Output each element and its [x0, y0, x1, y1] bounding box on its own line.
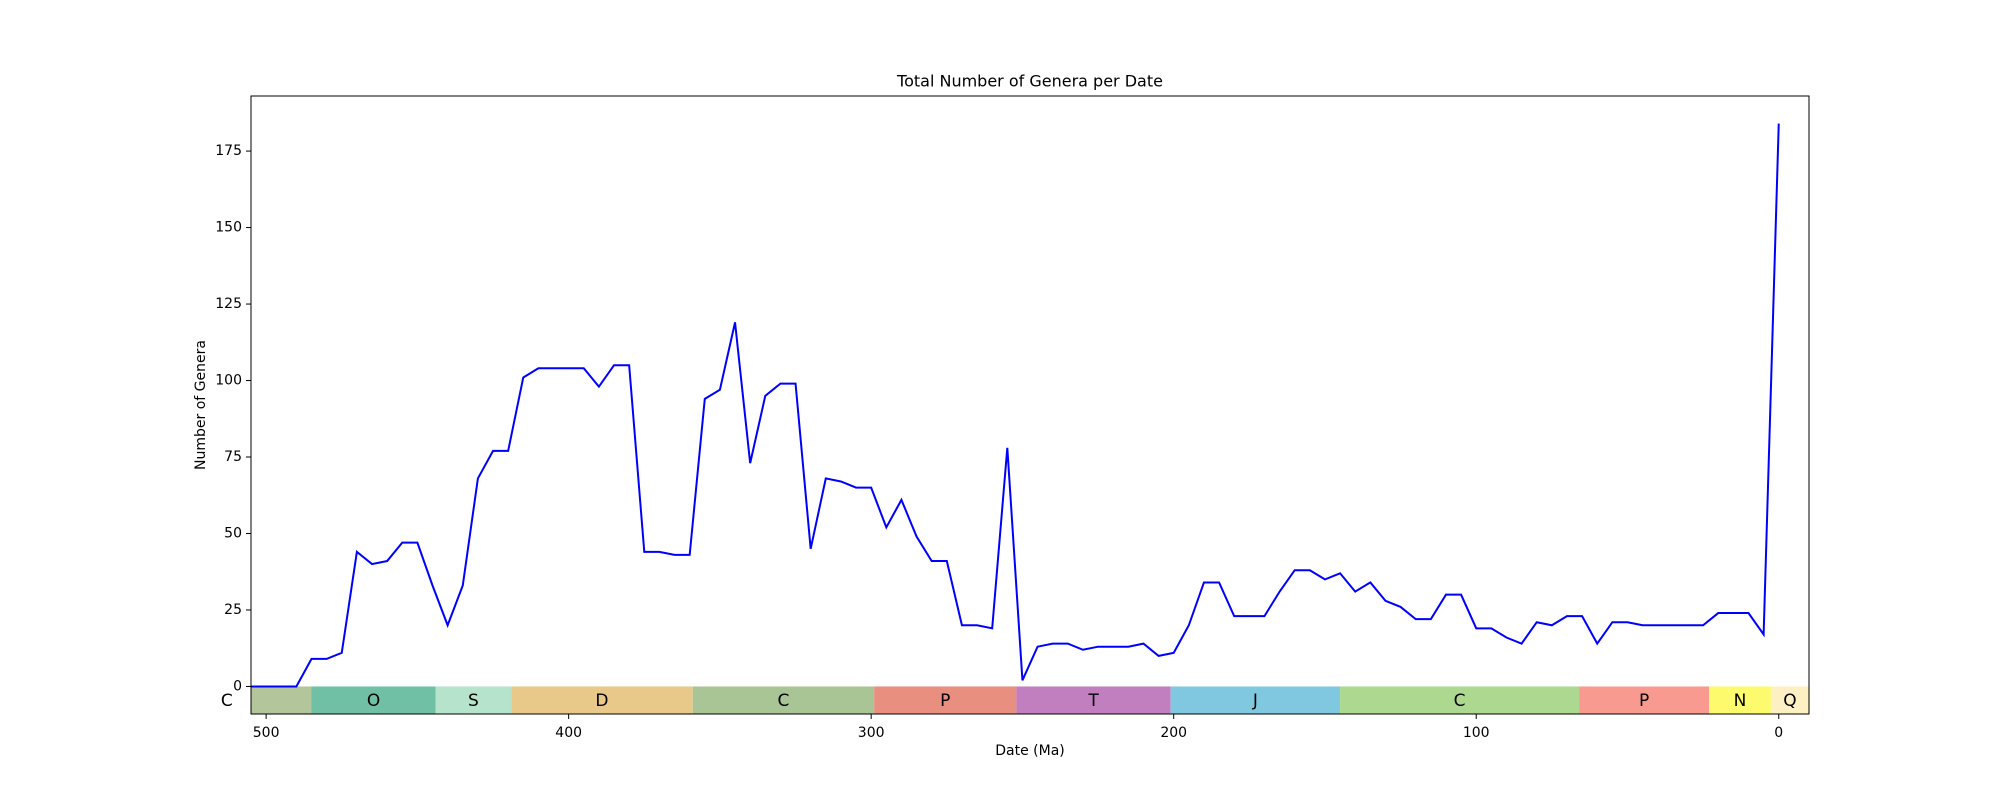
- period-band: [511, 686, 693, 714]
- chart-title: Total Number of Genera per Date: [896, 72, 1163, 91]
- period-band: [874, 686, 1017, 714]
- period-band: [1170, 686, 1341, 714]
- y-tick-label: 25: [224, 602, 242, 618]
- y-tick-label: 100: [215, 373, 242, 389]
- x-tick-label: 500: [253, 725, 280, 741]
- period-band: [692, 686, 875, 714]
- x-axis-label: Date (Ma): [995, 743, 1065, 759]
- y-tick-label: 125: [215, 296, 242, 312]
- x-tick-label: 0: [1774, 725, 1783, 741]
- period-label: J: [1252, 691, 1258, 711]
- data-line: [251, 123, 1780, 688]
- y-tick-label: 75: [224, 449, 242, 465]
- period-label: Q: [1783, 691, 1796, 711]
- period-bands: [251, 686, 1809, 714]
- period-label: T: [1087, 691, 1099, 711]
- period-band: [251, 686, 312, 714]
- period-band: [1016, 686, 1171, 714]
- y-tick-label: 50: [224, 525, 242, 541]
- y-tick-label: 0: [233, 678, 242, 694]
- period-band: [1340, 686, 1580, 714]
- axes-frame: [250, 95, 1810, 715]
- plot-area: [251, 123, 1780, 688]
- period-band: [311, 686, 436, 714]
- y-tick-label: 175: [215, 143, 242, 159]
- period-band: [1579, 686, 1710, 714]
- x-tick-label: 400: [555, 725, 582, 741]
- period-label: D: [595, 691, 608, 711]
- period-band: [1770, 686, 1809, 714]
- period-band: [1709, 686, 1771, 714]
- y-tick-label: 150: [215, 220, 242, 236]
- period-label: C: [221, 691, 233, 711]
- x-tick-label: 100: [1463, 725, 1490, 741]
- period-label: C: [778, 691, 790, 711]
- period-band: [435, 686, 512, 714]
- period-label: P: [940, 691, 950, 711]
- period-label: S: [468, 691, 479, 711]
- period-label: O: [367, 691, 380, 711]
- y-axis-label: Number of Genera: [193, 340, 209, 470]
- period-label: C: [1454, 691, 1466, 711]
- x-tick-label: 200: [1160, 725, 1187, 741]
- period-label: P: [1639, 691, 1649, 711]
- x-tick-label: 300: [858, 725, 885, 741]
- period-label: N: [1734, 691, 1747, 711]
